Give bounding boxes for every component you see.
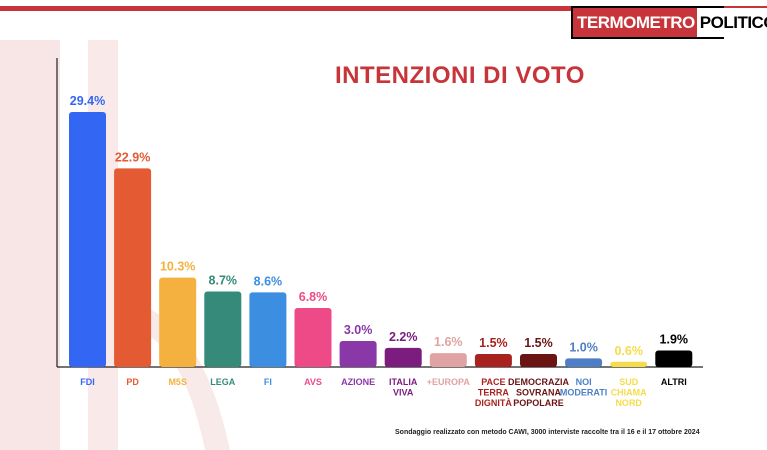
- category-label: M5S: [168, 377, 187, 387]
- value-label: 1.5%: [524, 336, 553, 350]
- top-accent-line: [0, 6, 767, 11]
- value-label: 2.2%: [389, 330, 418, 344]
- value-label: 1.5%: [479, 336, 508, 350]
- value-label: 8.6%: [254, 274, 283, 288]
- value-label: 6.8%: [299, 290, 328, 304]
- category-label: ITALIA VIVA: [389, 377, 418, 398]
- category-label: DEMOCRAZIA SOVRANA POPOLARE: [508, 377, 569, 408]
- value-label: 1.6%: [434, 335, 463, 349]
- termometro-politico-logo: TERMOMETRO POLITICO: [571, 6, 767, 39]
- value-label: 8.7%: [209, 274, 238, 288]
- category-label: SUD CHIAMA NORD: [611, 377, 647, 408]
- value-label: 10.3%: [160, 260, 195, 274]
- category-label: FI: [264, 377, 272, 387]
- value-label: 0.6%: [614, 344, 643, 358]
- category-label: NOI MODERATI: [560, 377, 607, 398]
- bar-italia-viva: [384, 347, 422, 367]
- bar-noi-moderati: [565, 358, 603, 367]
- value-label: 1.9%: [660, 333, 689, 347]
- bar-pace-terra-dignit: [474, 353, 512, 367]
- bar-altri: [655, 350, 693, 367]
- bar-pd: [114, 168, 152, 367]
- bar-democrazia-sovrana-popolare: [520, 353, 557, 367]
- value-label: 22.9%: [115, 150, 150, 164]
- category-label: PD: [126, 377, 139, 387]
- bar-fi: [249, 292, 287, 367]
- category-label: LEGA: [210, 377, 236, 387]
- category-label: AVS: [304, 377, 322, 387]
- bar-m5s: [159, 277, 197, 367]
- survey-footnote: Sondaggio realizzato con metodo CAWI, 30…: [395, 429, 700, 436]
- bar-avs: [294, 308, 332, 367]
- category-label: +EUROPA: [427, 377, 471, 387]
- bar-azione: [339, 340, 377, 367]
- bar-sud-chiama-nord: [610, 361, 648, 367]
- category-label: ALTRI: [661, 377, 687, 387]
- bar-fdi: [69, 112, 106, 367]
- category-label: FDI: [80, 377, 95, 387]
- value-label: 29.4%: [70, 94, 105, 108]
- logo-text-part1: TERMOMETRO: [577, 12, 695, 32]
- value-label: 1.0%: [569, 340, 598, 354]
- category-label: PACE TERRA DIGNITÀ: [475, 377, 512, 408]
- category-label: AZIONE: [341, 377, 375, 387]
- bar-lega: [204, 291, 242, 367]
- chart-title: INTENZIONI DI VOTO: [335, 62, 585, 89]
- logo-text-part2: POLITICO: [696, 8, 767, 37]
- bar-europa: [429, 353, 467, 367]
- value-label: 3.0%: [344, 323, 373, 337]
